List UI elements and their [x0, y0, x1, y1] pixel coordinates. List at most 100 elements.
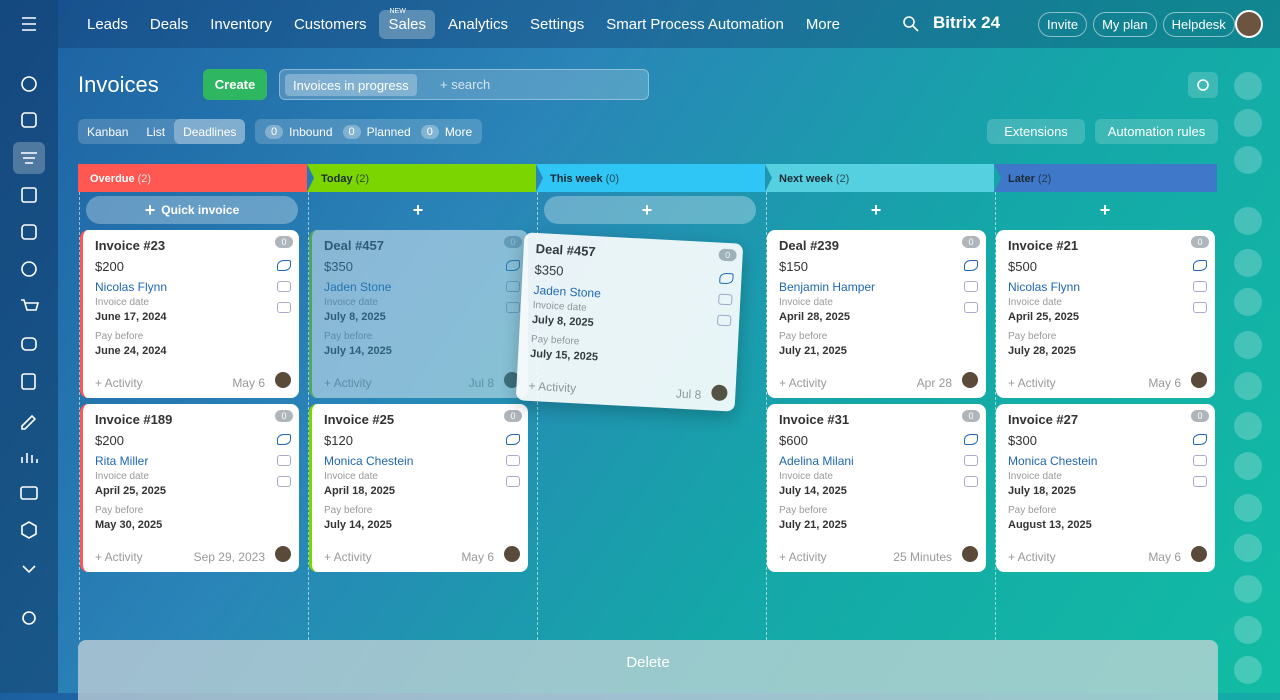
column-title: This week [550, 173, 603, 185]
delete-zone[interactable]: Delete [78, 640, 1218, 700]
column-count: (2) [1037, 173, 1052, 185]
card[interactable]: Invoice #21 0 $500 Nicolas Flynn Invoice dat… [996, 230, 1215, 398]
invoice-date: July 8, 2025 [324, 311, 386, 323]
add-button[interactable]: + [1002, 196, 1214, 224]
card-badge: 0 [1191, 236, 1209, 248]
filter-box[interactable]: Invoices in progress + search [279, 69, 649, 100]
plus: + [870, 199, 882, 220]
quick-invoice: Quick invoice [161, 203, 240, 217]
pay-before: June 24, 2024 [95, 345, 167, 357]
nav-item[interactable]: Smart Process Automation [606, 15, 784, 33]
invoice-date: July 14, 2025 [779, 485, 847, 497]
search-icon[interactable] [903, 16, 919, 32]
card-client[interactable]: Jaden Stone [324, 280, 392, 294]
invoice-date: April 18, 2025 [324, 485, 395, 497]
card-icon [1193, 455, 1207, 466]
card[interactable]: Invoice #31 0 $600 Adelina Milani Invoice da… [767, 404, 986, 572]
nav-item[interactable]: Deals [149, 15, 189, 33]
counter[interactable]: 0 More [420, 124, 472, 139]
view-tab[interactable]: List [146, 125, 166, 139]
card[interactable]: Deal #457 0 $350 Jaden Stone Invoice date Jul… [309, 230, 528, 398]
card-icon [718, 293, 733, 306]
card-date: Jul 8 [468, 376, 494, 390]
nav-button[interactable]: Invite [1038, 12, 1088, 37]
card[interactable]: Invoice #189 0 $200 Rita Miller Invoice date… [80, 404, 299, 572]
activity-link[interactable]: + Activity [95, 376, 143, 390]
add-button[interactable]: + [315, 196, 527, 224]
card-icon [964, 260, 978, 271]
counter[interactable]: 0 Inbound [265, 124, 333, 139]
card-client[interactable]: Adelina Milani [779, 454, 854, 468]
add-button[interactable]: + Quick invoice [86, 196, 298, 224]
activity-link[interactable]: + Activity [324, 550, 372, 564]
card-client[interactable]: Nicolas Flynn [95, 280, 168, 294]
invoice-date: April 28, 2025 [779, 311, 850, 323]
card[interactable]: Invoice #25 0 $120 Monica Chestein Invoice d… [309, 404, 528, 572]
nav-item[interactable]: Analytics [448, 15, 509, 33]
gear [1197, 79, 1209, 91]
activity-link[interactable]: + Activity [1008, 550, 1056, 564]
card-client[interactable]: Nicolas Flynn [1008, 280, 1081, 294]
pay-before-label: Pay before [530, 333, 580, 348]
counter[interactable]: 0 Planned [342, 124, 411, 139]
view-tab[interactable]: Kanban [87, 125, 129, 139]
pay-before: July 21, 2025 [779, 519, 847, 531]
activity-link[interactable]: + Activity [1008, 376, 1056, 390]
card[interactable]: Invoice #27 0 $300 Monica Chestein Invoice d… [996, 404, 1215, 572]
nav-button[interactable]: Helpdesk [1162, 12, 1235, 37]
card-icon [964, 434, 978, 445]
pay-before: July 21, 2025 [779, 345, 847, 357]
card-amount: $200 [95, 259, 124, 274]
nav-item[interactable]: Settings [530, 15, 585, 33]
nav-item[interactable]: Inventory [210, 15, 272, 33]
column-header: This week (0) [536, 164, 765, 192]
card-badge: 0 [962, 236, 980, 248]
activity-link[interactable]: + Activity [779, 376, 827, 390]
card-amount: $350 [324, 259, 353, 274]
card-title: Deal #457 [324, 238, 384, 253]
filter-tag[interactable]: Invoices in progress [285, 74, 417, 96]
card-amount: $120 [324, 433, 353, 448]
column-title: Today [321, 173, 353, 185]
invoice-date-label: Invoice date [779, 297, 833, 308]
nav-item[interactable]: Customers [293, 15, 367, 33]
add-button[interactable]: + [773, 196, 985, 224]
avatar[interactable] [1235, 10, 1263, 38]
activity-link[interactable]: + Activity [324, 376, 372, 390]
activity-link[interactable]: + Activity [528, 378, 577, 396]
card-amount: $300 [1008, 433, 1037, 448]
nav-button[interactable]: My plan [1093, 12, 1157, 37]
activity-link[interactable]: + Activity [779, 550, 827, 564]
card[interactable]: Deal #239 0 $150 Benjamin Hamper Invoice dat… [767, 230, 986, 398]
column-header: Later (2) [994, 164, 1217, 192]
automation-button[interactable]: Automation rules [1095, 119, 1218, 144]
card-client[interactable]: Rita Miller [95, 454, 149, 468]
column-header: Today (2) [307, 164, 536, 192]
view-tab[interactable]: Deadlines [174, 119, 246, 144]
pay-before: July 28, 2025 [1008, 345, 1076, 357]
pay-before: July 14, 2025 [324, 345, 392, 357]
nav-item[interactable]: Leads [87, 15, 128, 33]
card-date: May 6 [232, 376, 265, 390]
card-client[interactable]: Monica Chestein [1008, 454, 1098, 468]
create-button[interactable]: Create [203, 69, 267, 100]
avatar [1191, 372, 1207, 388]
card[interactable]: Invoice #23 0 $200 Nicolas Flynn Invoice dat… [80, 230, 299, 398]
activity-link[interactable]: + Activity [95, 550, 143, 564]
search-input[interactable]: + search [440, 77, 491, 92]
invoice-date: June 17, 2024 [95, 311, 167, 323]
invoice-date-label: Invoice date [95, 471, 149, 482]
card-icon [716, 314, 732, 327]
card-client[interactable]: Jaden Stone [533, 282, 602, 301]
settings-button[interactable] [1188, 72, 1218, 98]
card-client[interactable]: Monica Chestein [324, 454, 414, 468]
card[interactable]: Deal #457 0 $350 Jaden Stone Invoice date Jul… [515, 232, 744, 412]
card-icon [506, 281, 520, 292]
nav-item[interactable]: More [805, 15, 840, 33]
nav-item[interactable]: Sales NEW [379, 8, 435, 39]
add-button[interactable]: + [544, 196, 756, 224]
extensions-button[interactable]: Extensions [987, 119, 1085, 144]
plus: + [641, 199, 653, 220]
card-badge: 0 [718, 248, 737, 262]
card-client[interactable]: Benjamin Hamper [779, 280, 876, 294]
